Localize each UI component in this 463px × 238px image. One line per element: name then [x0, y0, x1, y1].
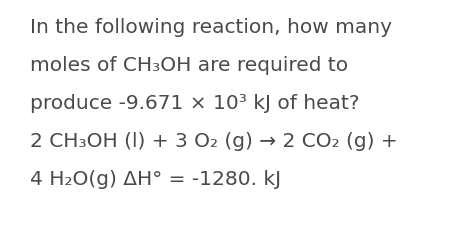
Text: moles of CH₃OH are required to: moles of CH₃OH are required to	[30, 56, 347, 75]
Text: 2 CH₃OH (l) + 3 O₂ (g) → 2 CO₂ (g) +: 2 CH₃OH (l) + 3 O₂ (g) → 2 CO₂ (g) +	[30, 132, 397, 151]
Text: In the following reaction, how many: In the following reaction, how many	[30, 18, 391, 37]
Text: 4 H₂O(g) ΔH° = -1280. kJ: 4 H₂O(g) ΔH° = -1280. kJ	[30, 170, 281, 189]
Text: produce -9.671 × 10³ kJ of heat?: produce -9.671 × 10³ kJ of heat?	[30, 94, 359, 113]
